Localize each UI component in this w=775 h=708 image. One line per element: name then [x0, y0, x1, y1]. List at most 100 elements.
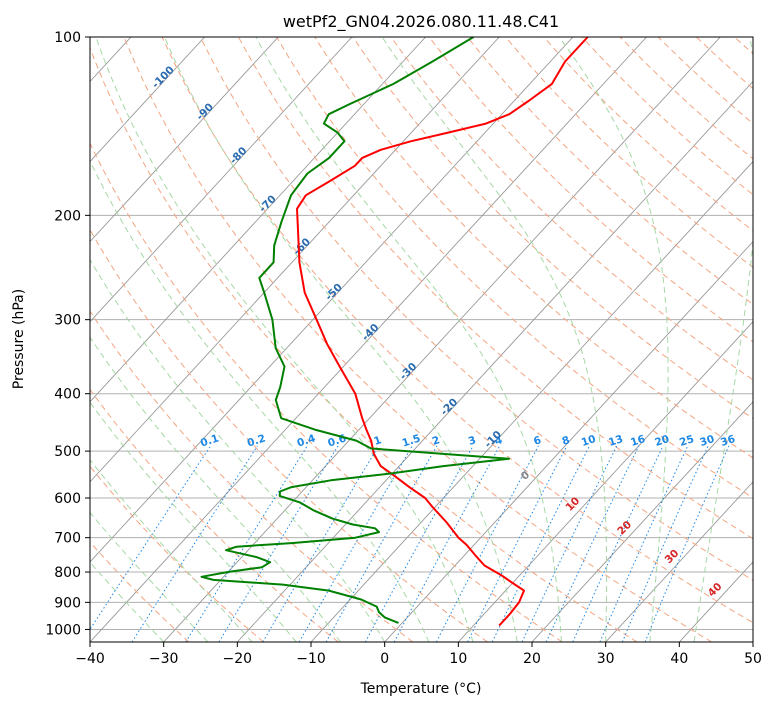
dewpoint-profile-line [200, 37, 511, 624]
y-tick-label: 600 [54, 491, 81, 507]
y-tick-label: 800 [54, 565, 81, 581]
isotherm-line [90, 37, 426, 403]
moist-adiabat-lines [90, 37, 753, 642]
mixing-ratio-label: 0.1 [199, 432, 220, 449]
isotherm-line [237, 80, 753, 642]
dry-adiabat-line [90, 388, 339, 642]
dry-adiabat-label: -100 [150, 64, 177, 91]
x-tick-label: −40 [75, 651, 105, 667]
y-axis-label: Pressure (hPa) [11, 289, 27, 389]
dry-adiabat-lines [90, 37, 753, 642]
moist-adiabat-line [381, 37, 608, 642]
isotherm-line [90, 37, 279, 243]
dry-adiabat-line [90, 541, 190, 642]
dry-adiabat-line [581, 37, 753, 196]
mixing-ratio-label: 13 [607, 433, 625, 449]
moist-adiabat-line [255, 37, 562, 642]
y-tick-label: 700 [54, 531, 81, 547]
dry-adiabat-line [161, 37, 753, 624]
moist-adiabat-line [90, 258, 386, 642]
mixing-ratio-line [262, 445, 380, 642]
y-tick-label: 1000 [45, 622, 81, 638]
mixing-ratio-label: 2 [431, 434, 442, 448]
x-tick-label: 40 [670, 651, 688, 667]
x-tick-label: −20 [223, 651, 253, 667]
y-tick-label: 500 [54, 444, 81, 460]
plot-frame [89, 36, 754, 643]
mixing-ratio-label: 20 [653, 433, 671, 449]
isotherm-line [531, 401, 753, 642]
dry-adiabat-line [734, 37, 753, 55]
dry-adiabat-line [90, 46, 638, 642]
mixing-ratio-label: 10 [580, 433, 598, 449]
dry-adiabat-line [90, 228, 488, 642]
isotherm-line [605, 481, 753, 642]
x-tick-label: 10 [449, 651, 467, 667]
mixing-ratio-line [521, 445, 618, 642]
y-tick-label: 200 [54, 208, 81, 224]
y-tick-label: 900 [54, 595, 81, 611]
moist-adiabat-line [693, 37, 753, 642]
mixing-ratio-line [364, 445, 474, 642]
x-tick-label: 50 [744, 651, 762, 667]
mixing-ratio-label: 16 [629, 433, 647, 449]
isotherm-grid [0, 37, 753, 642]
mixing-ratio-label: 1.5 [401, 432, 422, 449]
moist-adiabat-line [164, 37, 518, 642]
moist-adiabat-line [90, 159, 430, 642]
mixing-ratio-label: 4 [493, 434, 504, 448]
dry-adiabat-line [199, 37, 753, 581]
isotherm-line [0, 37, 57, 642]
isobar-grid [90, 37, 753, 630]
dry-adiabat-line [428, 37, 753, 343]
dry-adiabat-label: -10 [482, 429, 504, 451]
mixing-ratio-line [185, 445, 308, 642]
mixing-ratio-label: 30 [698, 433, 716, 449]
y-tick-label: 300 [54, 313, 81, 329]
dry-adiabat-line [619, 37, 753, 160]
dry-adiabat-label: -60 [291, 236, 313, 258]
x-tick-label: −30 [149, 651, 179, 667]
mixing-ratio-label: 0.4 [296, 432, 317, 449]
mixing-ratio-line [621, 445, 709, 642]
x-tick-label: 0 [380, 651, 389, 667]
isotherm-line [90, 37, 647, 642]
mixing-ratio-label: 6 [532, 434, 543, 448]
mixing-ratio-line [90, 445, 212, 631]
mixing-ratio-label: 3 [467, 434, 478, 448]
moist-adiabat-line [90, 511, 209, 642]
dry-adiabat-line [237, 37, 753, 540]
isotherm-line [90, 37, 353, 323]
moist-adiabat-line [95, 37, 474, 642]
moist-adiabat-line [90, 336, 341, 642]
dry-adiabat-label: -50 [323, 281, 345, 303]
mixing-ratio-line [218, 445, 339, 642]
mixing-ratio-label: 25 [678, 433, 696, 449]
isotherm-line [679, 561, 753, 642]
dry-adiabat-line [90, 465, 264, 642]
mixing-ratio-label: 0.2 [246, 432, 267, 449]
y-tick-label: 100 [54, 30, 81, 46]
dry-adiabat-line [505, 37, 753, 268]
moist-adiabat-line [558, 37, 669, 642]
mixing-ratio-line [491, 445, 590, 642]
y-axis: 100 200 300 400 500 600 700 800 900 1000 [45, 30, 90, 638]
dry-adiabat-label: -70 [257, 193, 279, 215]
dry-adiabat-label: -90 [194, 101, 216, 123]
dry-adiabat-line [276, 37, 753, 499]
dry-adiabat-line [123, 37, 712, 642]
mixing-ratio-line [572, 445, 664, 642]
mixing-ratio-lines [90, 445, 730, 642]
isotherm-line [458, 321, 753, 642]
mixing-ratio-label: 1 [372, 434, 383, 448]
temperature-profile-line [296, 37, 589, 627]
dry-adiabat-line [90, 142, 563, 642]
dry-adiabat-line [352, 37, 753, 420]
x-tick-label: 20 [523, 651, 541, 667]
dry-adiabat-line [314, 37, 753, 459]
mixing-ratio-line [131, 445, 258, 642]
isotherm-line [163, 37, 721, 642]
moist-adiabat-line [90, 401, 297, 642]
x-axis-label: Temperature (°C) [360, 681, 482, 697]
